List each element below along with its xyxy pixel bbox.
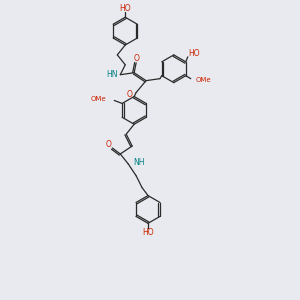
Text: O: O	[126, 90, 132, 99]
Text: OMe: OMe	[91, 97, 106, 103]
Text: O: O	[106, 140, 111, 148]
Text: HO: HO	[142, 228, 154, 237]
Text: HN: HN	[106, 70, 117, 79]
Text: HO: HO	[188, 50, 200, 58]
Text: OMe: OMe	[196, 77, 211, 83]
Text: HO: HO	[119, 4, 131, 13]
Text: NH: NH	[133, 158, 145, 167]
Text: O: O	[133, 54, 139, 63]
